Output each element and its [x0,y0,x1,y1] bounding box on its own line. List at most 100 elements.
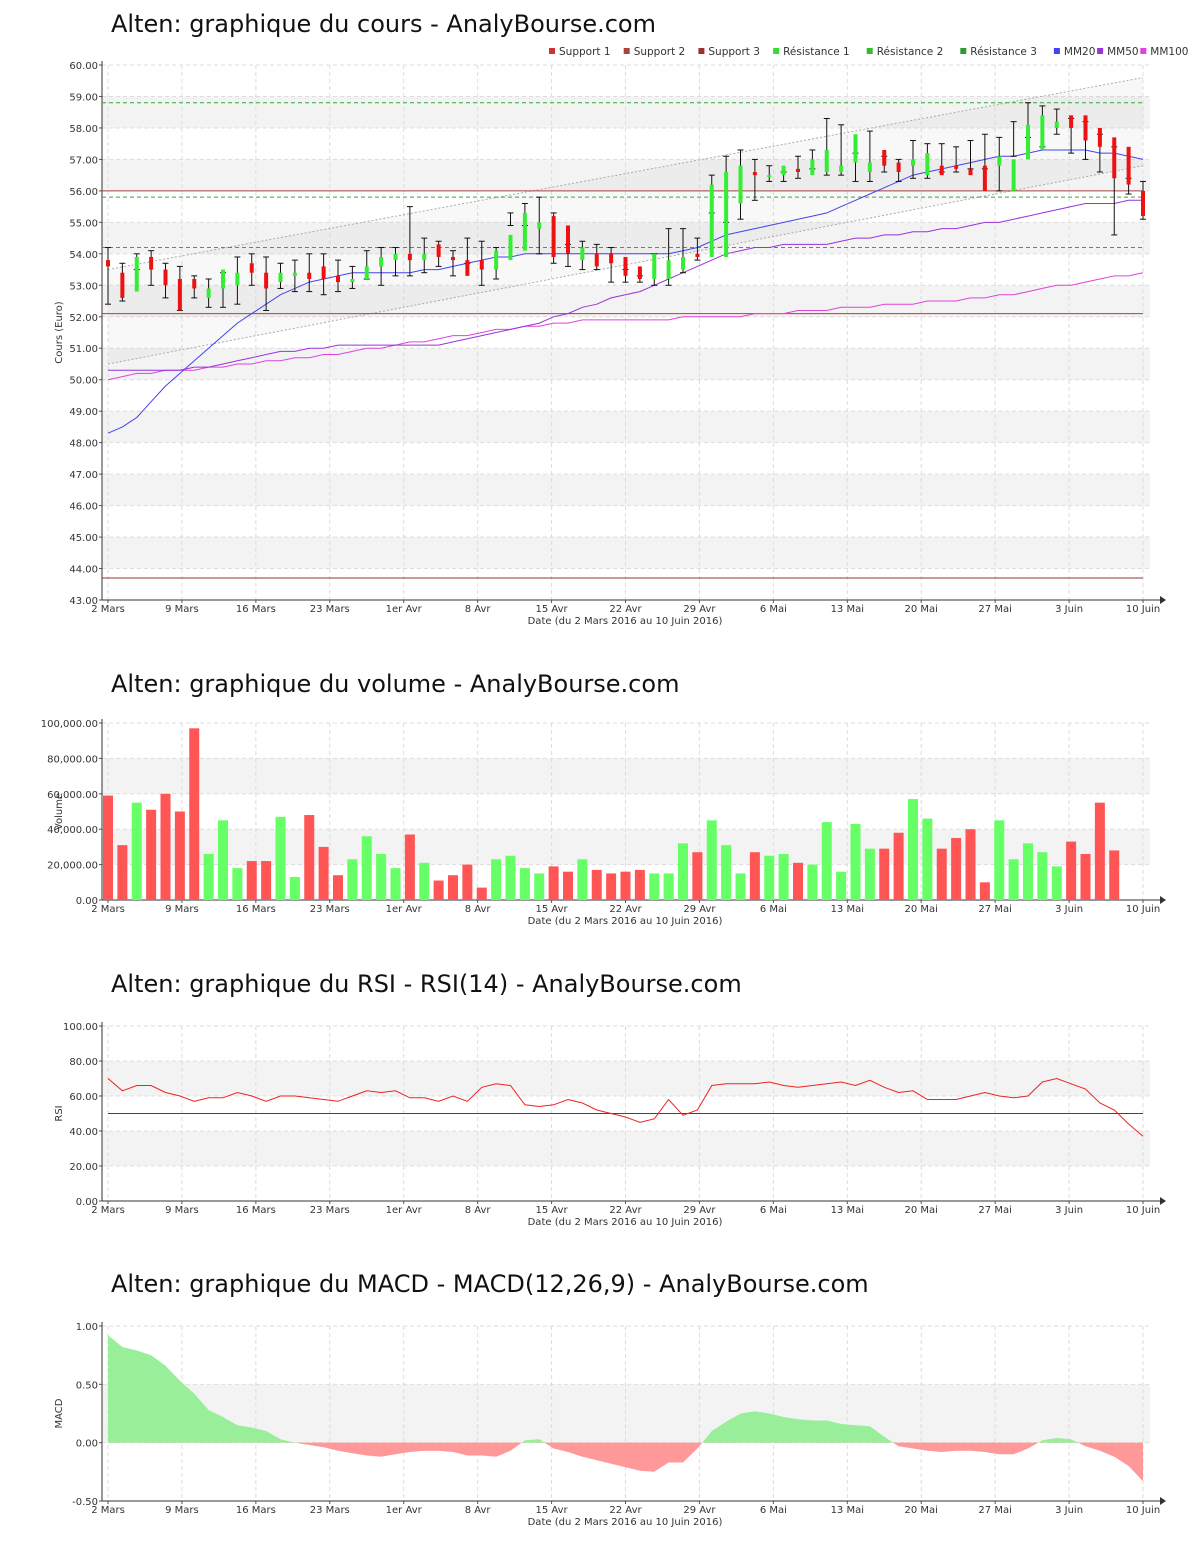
price-xtick-label: 29 Avr [683,604,716,615]
volume-bar [189,728,200,900]
candle-body [1054,121,1059,128]
candle-body [637,266,642,279]
macd-xtick-label: 27 Mai [978,1505,1011,1516]
volume-bar [261,861,272,900]
volume-bar [1051,866,1062,900]
rsi-xtick-label: 6 Mai [760,1205,787,1216]
rsi-xtick-label: 16 Mars [236,1205,276,1216]
volume-bar [778,853,789,900]
candle [852,134,859,182]
volume-bar [304,815,315,900]
candle [248,253,255,286]
volume-bar [649,873,660,900]
candle [148,250,155,286]
price-xtick-label: 8 Avr [465,604,492,615]
volume-xtick-label: 23 Mars [310,904,350,915]
candle [1140,180,1146,220]
candle-body [451,256,455,261]
candle [335,259,341,293]
candle-body [681,256,685,270]
candle-body [264,272,269,289]
volume-bar [462,864,473,900]
price-ytick-label: 54.00 [69,250,98,261]
volume-bar [333,875,343,900]
candle-body [810,159,815,176]
volume-xtick-label: 9 Mars [165,904,199,915]
volume-xlabel: Date (du 2 Mars 2016 au 10 Juin 2016) [528,916,723,927]
price-chart: 43.00 44.00 45.00 46.00 47.00 48.00 49.00 50.00… [54,46,1188,627]
mm100-line [107,272,1144,381]
price-xtick-label: 3 Juin [1055,604,1083,615]
legend-swatch [866,48,873,54]
macd-negative-area [108,1442,1143,1482]
price-xlabel: Date (du 2 Mars 2016 au 10 Juin 2016) [528,616,723,627]
candle-body [796,168,800,172]
volume-bar [519,868,530,900]
candle [1010,121,1017,191]
candle-body [465,260,470,276]
candle [579,240,586,271]
candle [464,237,471,276]
price-ytick-label: 45.00 [69,533,98,544]
candle-body [479,260,484,270]
price-xtick-label: 1er Avr [386,604,423,615]
rsi-xtick-label: 10 Juin [1126,1205,1160,1216]
candle-body [551,216,556,257]
volume-bar [908,799,918,900]
volume-bar [318,846,329,900]
candle [651,253,658,286]
rsi-xtick-label: 9 Mars [165,1205,199,1216]
volume-bar [864,848,875,900]
volume-bar [563,871,573,900]
macd-xtick-label: 8 Avr [465,1505,492,1516]
trend-channel-upper [107,77,1144,271]
candle [363,250,370,280]
rsi-xtick-label: 29 Avr [683,1205,716,1216]
volume-bar [936,848,947,900]
candle-body [1083,115,1088,141]
volume-x-arrow-icon [1160,896,1166,904]
volume-xtick-label: 29 Avr [683,904,716,915]
rsi-x-arrow-icon [1160,1197,1166,1205]
price-xtick-label: 23 Mars [310,604,350,615]
candle [320,253,327,296]
volume-chart-title: Alten: graphique du volume - AnalyBourse… [111,670,680,698]
rsi-xtick-label: 27 Mai [978,1205,1011,1216]
volume-bar [103,795,113,900]
legend-item: Résistance 1 [783,46,850,58]
macd-xtick-label: 15 Avr [535,1505,568,1516]
candle-body [724,172,729,257]
candle-body [738,165,743,204]
rsi-xtick-label: 3 Juin [1055,1205,1083,1216]
macd-ytick-label: -0.50 [72,1497,98,1508]
candle [1053,108,1060,135]
candle [205,278,212,308]
candle [1025,102,1031,160]
candle-body [709,184,714,257]
candle-body [839,165,844,172]
rsi-ytick-label: 20.00 [69,1162,98,1173]
rsi-chart: 0.00 20.00 40.00 60.00 80.00 100.00 2 Mars 9 Ma… [54,1022,1166,1228]
candle [507,212,514,261]
rsi-chart-title: Alten: graphique du RSI - RSI(14) - Anal… [111,970,742,998]
candle-body [695,253,700,257]
candle-body [508,234,513,261]
candle-body [752,172,757,176]
volume-bar [289,876,300,900]
candle-body [522,212,527,251]
price-ytick-label: 50.00 [69,376,98,387]
candle [220,269,226,308]
volume-bar [951,838,962,900]
candle-body [177,279,182,311]
rsi-xtick-label: 2 Mars [91,1205,125,1216]
volume-bar [404,834,415,900]
legend-item: Résistance 2 [877,46,944,58]
volume-xtick-label: 16 Mars [236,904,276,915]
volume-bar [1066,841,1077,900]
macd-xlabel: Date (du 2 Mars 2016 au 10 Juin 2016) [528,1517,723,1528]
candle [996,136,1003,192]
candle-body [767,175,772,178]
volume-bar [218,820,228,900]
volume-bar [361,836,372,900]
candle-body [134,256,139,292]
